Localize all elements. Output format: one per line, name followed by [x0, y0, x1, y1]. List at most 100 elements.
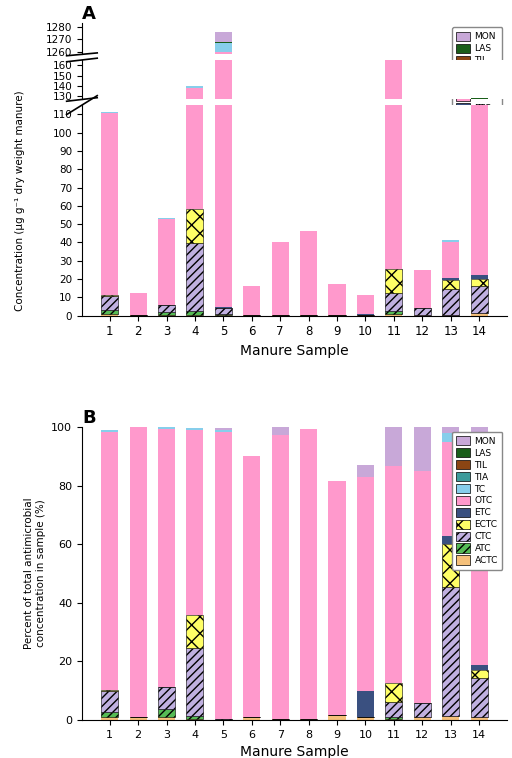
Bar	[414, 308, 431, 315]
Bar	[186, 615, 203, 648]
Bar	[158, 429, 175, 687]
Bar	[442, 280, 459, 290]
Bar	[101, 230, 118, 231]
Bar	[357, 295, 374, 314]
Bar	[243, 456, 260, 717]
Bar	[243, 286, 260, 315]
Bar	[101, 296, 118, 310]
Bar	[215, 0, 232, 227]
Bar	[215, 314, 232, 315]
Bar	[101, 430, 118, 432]
Bar	[243, 717, 260, 720]
Bar	[101, 228, 118, 230]
Bar	[272, 434, 289, 719]
Bar	[272, 242, 289, 315]
Bar	[471, 313, 487, 316]
Bar	[386, 716, 402, 719]
Bar	[471, 81, 487, 85]
Bar	[158, 687, 175, 709]
Bar	[158, 225, 175, 230]
Bar	[101, 295, 118, 296]
Bar	[186, 229, 203, 231]
Bar	[471, 215, 487, 230]
Bar	[386, 702, 402, 716]
Bar	[357, 717, 374, 720]
Bar	[471, 208, 487, 211]
Bar	[243, 215, 260, 231]
Bar	[386, 466, 402, 683]
Bar	[158, 312, 175, 315]
Bar	[442, 211, 459, 216]
Bar	[357, 691, 374, 717]
Bar	[386, 205, 402, 218]
Bar	[215, 309, 232, 314]
Bar	[101, 310, 118, 314]
Bar	[130, 293, 146, 315]
Bar	[101, 114, 118, 295]
Bar	[386, 314, 402, 316]
Bar	[442, 210, 459, 211]
Bar	[158, 177, 175, 225]
Bar	[471, 716, 487, 720]
Bar	[215, 308, 232, 309]
Bar	[442, 188, 459, 190]
Bar	[471, 99, 487, 101]
Bar	[471, 670, 487, 678]
Bar	[215, 52, 232, 758]
Bar	[386, 218, 402, 229]
Bar	[386, 683, 402, 702]
Bar	[300, 719, 317, 720]
Bar	[186, 86, 203, 87]
Bar	[215, 33, 232, 42]
Bar	[101, 314, 118, 316]
Bar	[357, 477, 374, 691]
Bar	[101, 691, 118, 713]
Bar	[386, 427, 402, 466]
Bar	[442, 242, 459, 278]
Bar	[272, 190, 289, 231]
Bar	[357, 220, 374, 230]
Bar	[386, 719, 402, 720]
Bar	[386, 312, 402, 314]
Bar	[215, 227, 232, 230]
Bar	[186, 428, 203, 430]
Bar	[130, 219, 146, 231]
Text: B: B	[82, 409, 96, 427]
Bar	[300, 231, 317, 315]
Bar	[158, 315, 175, 316]
Bar	[442, 442, 459, 535]
Bar	[130, 717, 146, 720]
Bar	[442, 716, 459, 720]
Bar	[471, 102, 487, 208]
Bar	[442, 587, 459, 716]
Bar	[414, 703, 431, 717]
Bar	[386, 44, 402, 205]
X-axis label: Manure Sample: Manure Sample	[240, 344, 349, 358]
Bar	[442, 290, 459, 315]
Bar	[471, 665, 487, 670]
Bar	[471, 678, 487, 716]
Bar	[357, 314, 374, 315]
Bar	[471, 85, 487, 86]
Bar	[442, 216, 459, 231]
Bar	[101, 690, 118, 691]
Bar	[471, 275, 487, 279]
Bar	[186, 208, 203, 243]
Text: A: A	[82, 5, 96, 23]
Bar	[357, 465, 374, 477]
Bar	[386, 229, 402, 230]
Bar	[386, 0, 402, 269]
Bar	[158, 305, 175, 312]
Bar	[329, 481, 346, 715]
Bar	[442, 427, 459, 433]
Bar	[471, 279, 487, 286]
Bar	[442, 433, 459, 442]
Bar	[414, 471, 431, 703]
Bar	[471, 286, 487, 313]
Legend: MON, LAS, TIL, TIA, TC, OTC, ETC, ECTC, CTC, ATC, ACTC: MON, LAS, TIL, TIA, TC, OTC, ETC, ECTC, …	[452, 431, 502, 569]
Bar	[130, 427, 146, 717]
Bar	[215, 430, 232, 432]
Bar	[186, 87, 203, 171]
Bar	[101, 713, 118, 718]
Bar	[471, 101, 487, 102]
